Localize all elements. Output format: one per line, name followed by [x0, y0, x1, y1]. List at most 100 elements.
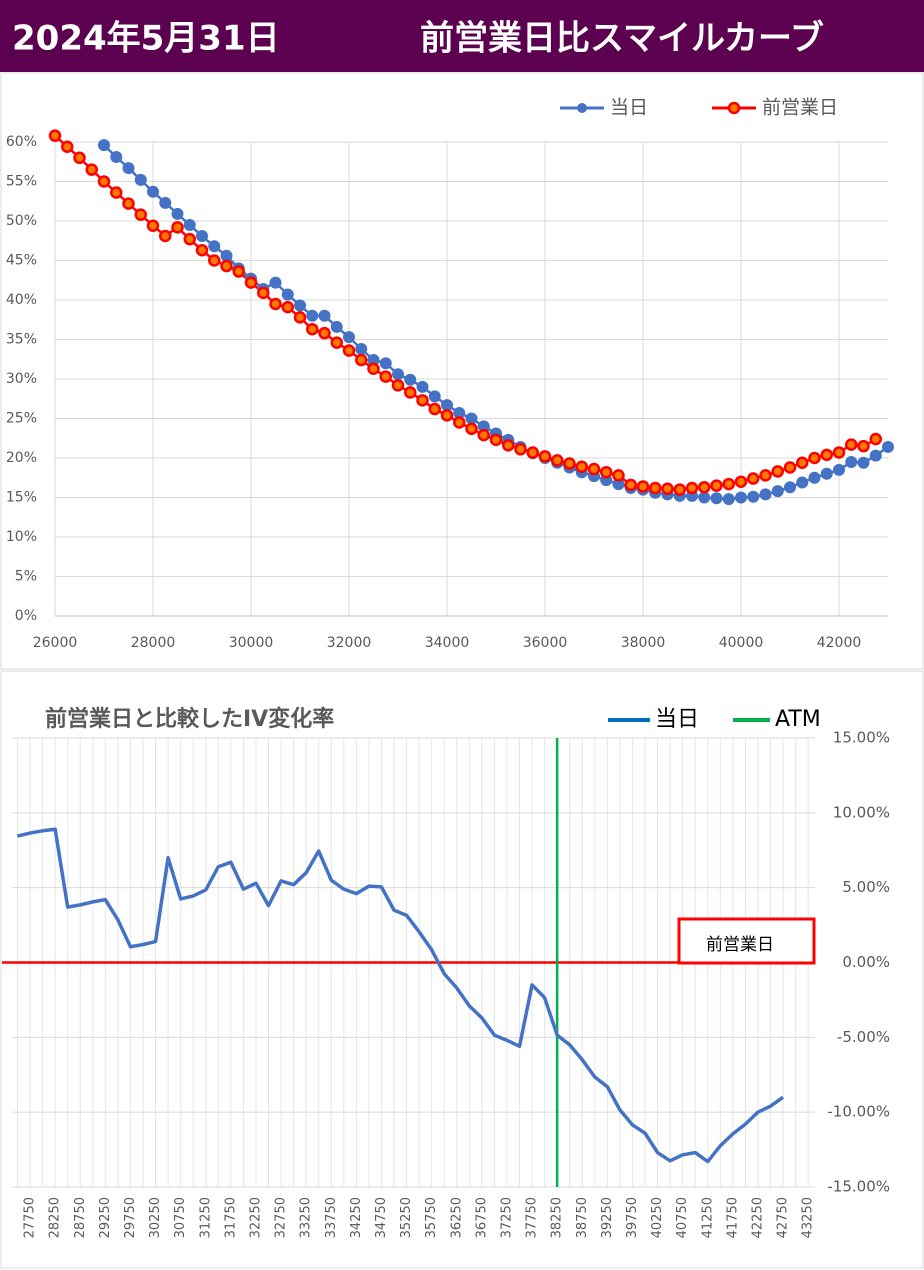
- data-point: [526, 446, 539, 459]
- data-point: [735, 491, 747, 504]
- data-point: [269, 276, 282, 289]
- data-point: [134, 208, 147, 221]
- data-point: [416, 394, 429, 407]
- data-point: [330, 320, 343, 333]
- data-point: [783, 461, 797, 474]
- y-tick-label: -15.00%: [827, 1178, 890, 1196]
- data-point: [196, 230, 208, 243]
- data-point: [392, 368, 404, 381]
- data-point: [771, 485, 784, 498]
- data-point: [673, 483, 686, 496]
- data-point: [73, 151, 86, 165]
- legend-marker: [577, 103, 587, 113]
- y-tick-label: 25%: [6, 411, 37, 427]
- legend-label: 当日: [610, 97, 648, 119]
- x-tick-label: 28750: [73, 1197, 88, 1238]
- x-tick-label: 28250: [48, 1197, 63, 1238]
- data-point: [110, 151, 123, 164]
- chart-frame: [0, 670, 924, 1269]
- data-point: [722, 477, 735, 491]
- data-point: [698, 491, 711, 504]
- data-point: [685, 481, 699, 495]
- data-point: [294, 299, 306, 312]
- y-tick-label: -5.00%: [837, 1028, 890, 1046]
- x-tick-label: 42000: [817, 635, 862, 651]
- data-point: [832, 446, 846, 459]
- data-point: [343, 331, 355, 344]
- data-point: [820, 448, 833, 462]
- data-point: [355, 353, 368, 367]
- data-point: [759, 469, 772, 482]
- y-tick-label: 5.00%: [842, 878, 890, 896]
- data-point: [61, 140, 74, 153]
- x-tick-label: 36750: [474, 1197, 489, 1238]
- data-point: [845, 455, 858, 468]
- data-point: [318, 326, 331, 340]
- x-tick-label: 32250: [248, 1197, 263, 1238]
- data-point: [404, 386, 417, 399]
- data-point: [159, 196, 172, 209]
- data-point: [722, 493, 735, 506]
- data-point: [85, 163, 98, 176]
- x-tick-label: 31250: [198, 1197, 213, 1238]
- x-tick-label: 26000: [33, 635, 78, 651]
- reference-label: 前営業日: [706, 935, 774, 955]
- data-point: [195, 243, 209, 257]
- data-point: [183, 232, 196, 246]
- data-point: [416, 380, 429, 393]
- y-tick-label: 35%: [6, 332, 37, 348]
- data-point: [649, 481, 662, 495]
- data-point: [747, 472, 760, 485]
- x-tick-label: 35750: [424, 1197, 439, 1238]
- x-tick-label: 37250: [499, 1197, 514, 1238]
- data-point: [784, 481, 796, 494]
- data-point: [612, 469, 625, 482]
- data-point: [612, 478, 625, 491]
- data-point: [293, 311, 307, 324]
- data-point: [232, 265, 245, 278]
- y-tick-label: 0.00%: [842, 953, 890, 971]
- x-tick-label: 32000: [327, 635, 372, 651]
- data-point: [281, 288, 294, 301]
- x-tick-label: 37750: [525, 1197, 540, 1238]
- y-tick-label: 15.00%: [833, 729, 890, 747]
- data-point: [808, 451, 821, 465]
- data-point: [747, 490, 760, 503]
- x-tick-label: 41750: [725, 1197, 740, 1238]
- data-point: [306, 309, 319, 322]
- data-point: [441, 399, 453, 412]
- data-point: [391, 379, 405, 392]
- data-point: [306, 322, 319, 336]
- data-point: [502, 439, 515, 452]
- data-point: [48, 129, 62, 142]
- data-point: [355, 342, 368, 355]
- y-tick-label: 45%: [6, 253, 37, 269]
- data-point: [514, 443, 527, 456]
- data-point: [857, 456, 870, 469]
- x-tick-label: 34000: [425, 635, 470, 651]
- data-point: [538, 450, 552, 463]
- data-point: [122, 162, 135, 175]
- legend-label: ATM: [775, 707, 821, 732]
- x-tick-label: 34750: [374, 1197, 389, 1238]
- data-point: [734, 475, 748, 488]
- data-point: [600, 465, 613, 479]
- data-point: [220, 259, 233, 273]
- data-point: [453, 416, 466, 429]
- data-point: [97, 175, 111, 188]
- x-tick-label: 38000: [621, 635, 666, 651]
- x-tick-label: 30750: [173, 1197, 188, 1238]
- data-point: [869, 449, 882, 462]
- data-point: [759, 488, 772, 501]
- data-point: [563, 457, 576, 470]
- data-point: [367, 362, 380, 375]
- series-line: [17, 827, 785, 1164]
- x-tick-label: 42750: [776, 1197, 791, 1238]
- y-tick-label: 40%: [6, 292, 37, 308]
- data-point: [134, 173, 147, 186]
- data-point: [269, 297, 282, 311]
- x-tick-label: 29750: [123, 1197, 138, 1238]
- x-tick-label: 27750: [23, 1197, 38, 1238]
- data-point: [796, 456, 809, 469]
